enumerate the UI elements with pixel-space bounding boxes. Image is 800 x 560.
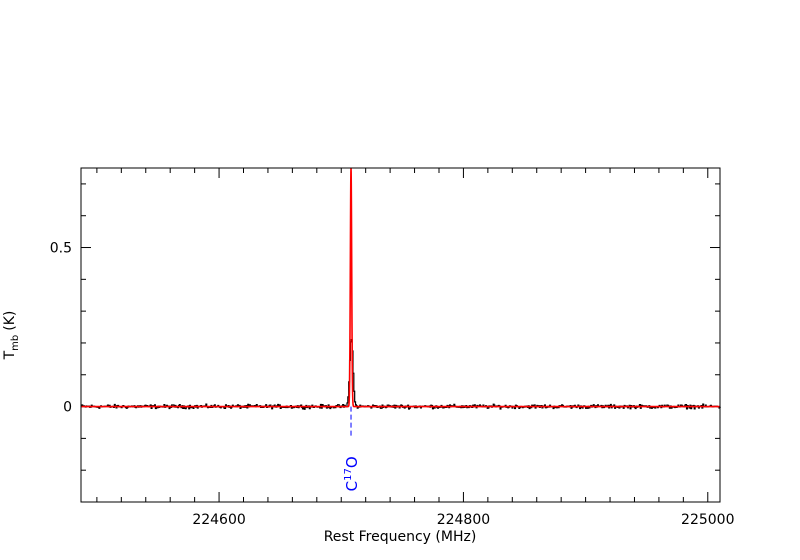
axis-ticks: [81, 168, 720, 503]
line-id-superscript: 17: [343, 468, 354, 481]
x-tick-label: 224800: [437, 512, 490, 528]
y-tick-label: 0: [63, 400, 72, 416]
annotation-layer: C17O: [343, 406, 361, 491]
y-tick-label: 0.5: [50, 241, 72, 257]
line-id-tail: O: [343, 456, 361, 468]
y-axis-label-sub: mb: [10, 335, 21, 351]
observed-spectrum-line: [81, 338, 721, 410]
x-axis-label: Rest Frequency (MHz): [324, 529, 477, 545]
model-fit-line: [81, 167, 720, 408]
line-id-base: C: [343, 481, 361, 491]
y-axis-label-unit: (K): [2, 311, 18, 331]
x-tick-label: 225000: [681, 512, 734, 528]
series-layer: [81, 167, 721, 410]
y-axis-label-main: T: [2, 350, 18, 360]
y-axis-label: Tmb (K): [2, 311, 21, 361]
x-tick-label: 224600: [192, 512, 245, 528]
line-id-label: C17O: [343, 456, 361, 491]
plot-frame: [80, 167, 721, 503]
tick-labels: 224600 224800 225000 0 0.5: [50, 241, 735, 528]
